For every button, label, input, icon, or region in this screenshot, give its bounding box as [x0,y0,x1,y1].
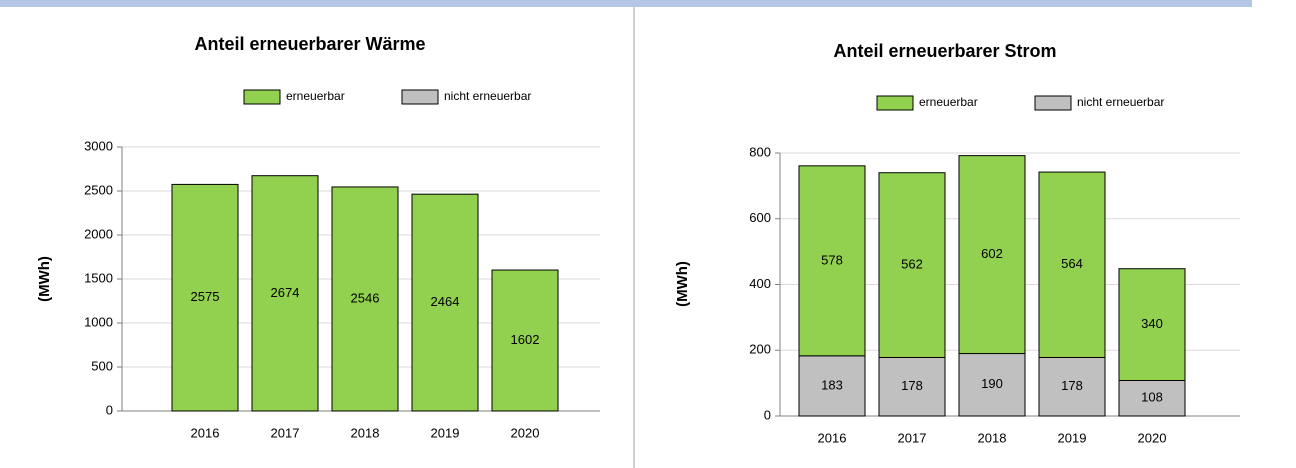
y-tick-label: 400 [749,276,771,291]
y-tick-label: 0 [764,407,771,422]
bar-segment [878,172,946,358]
legend-swatch [401,89,439,105]
bar-segment [878,356,946,417]
x-tick-label: 2018 [351,425,380,440]
chart-title: Anteil erneuerbarer Strom [833,41,1056,61]
data-label: 108 [1141,390,1163,405]
data-label: 602 [981,246,1003,261]
y-tick-label: 1500 [84,270,113,285]
y-axis-label: (MWh) [674,261,691,307]
bar-segment [251,175,319,412]
data-label: 178 [901,378,923,393]
legend-label: erneuerbar [919,95,978,109]
x-tick-label: 2016 [191,425,220,440]
bar-segment [1038,171,1106,358]
y-tick-label: 200 [749,342,771,357]
y-tick-label: 3000 [84,138,113,153]
y-tick-label: 1000 [84,314,113,329]
bar-segment [411,193,479,412]
top-bar [0,0,1252,7]
bar-segment [798,165,866,357]
bar-segment [798,355,866,417]
y-tick-label: 500 [91,358,113,373]
x-tick-label: 2020 [1138,430,1167,445]
bar-segment [958,353,1026,417]
legend-swatch [1034,95,1072,111]
x-tick-label: 2016 [818,430,847,445]
y-tick-label: 600 [749,210,771,225]
data-label: 2575 [191,289,220,304]
y-tick-label: 0 [106,402,113,417]
data-label: 564 [1061,256,1083,271]
bar-segment [1118,268,1186,381]
data-label: 190 [981,376,1003,391]
x-tick-label: 2017 [898,430,927,445]
data-label: 562 [901,257,923,272]
y-tick-label: 2500 [84,182,113,197]
data-label: 578 [821,252,843,267]
legend-label: erneuerbar [286,89,345,103]
legend-label: nicht erneuerbar [444,89,531,103]
y-tick-label: 800 [749,144,771,159]
legend-label: nicht erneuerbar [1077,95,1164,109]
legend-swatch [876,95,914,111]
data-label: 183 [821,377,843,392]
y-tick-label: 2000 [84,226,113,241]
legend-swatch [243,89,281,105]
y-axis-label: (MWh) [36,256,53,302]
data-label: 2674 [271,285,300,300]
bar-segment [1038,356,1106,417]
data-label: 2464 [431,294,460,309]
x-tick-label: 2019 [1058,430,1087,445]
x-tick-label: 2019 [431,425,460,440]
x-tick-label: 2020 [511,425,540,440]
bar-segment [171,183,239,412]
bar-segment [331,186,399,412]
x-tick-label: 2018 [978,430,1007,445]
bar-segment [958,155,1026,355]
bar-segment [491,269,559,412]
x-tick-label: 2017 [271,425,300,440]
data-label: 2546 [351,290,380,305]
data-label: 178 [1061,378,1083,393]
chart-title: Anteil erneuerbarer Wärme [194,34,425,54]
data-label: 340 [1141,316,1163,331]
data-label: 1602 [511,332,540,347]
